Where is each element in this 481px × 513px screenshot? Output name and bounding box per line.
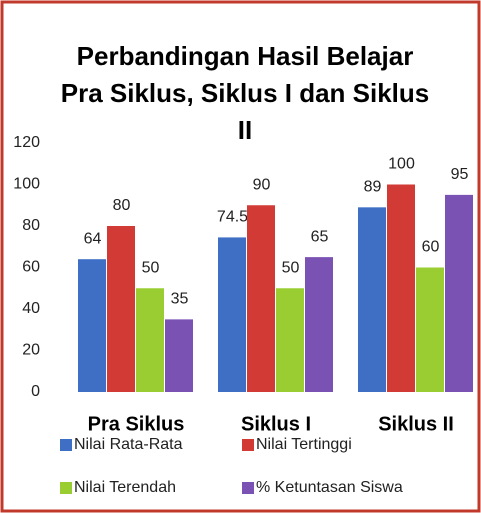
bar [358, 207, 386, 392]
bar [218, 237, 246, 392]
legend-swatch [60, 439, 72, 451]
value-label: 60 [422, 239, 440, 256]
legend-label: Nilai Terendah [74, 479, 176, 496]
bar [445, 194, 473, 392]
y-tick-label: 80 [22, 217, 40, 234]
value-label: 100 [388, 156, 415, 173]
y-tick-label: 40 [22, 300, 40, 317]
legend-label: % Ketuntasan Siswa [256, 479, 403, 496]
bar [276, 288, 304, 392]
bar [387, 184, 415, 392]
value-label: 50 [282, 259, 300, 276]
value-label: 90 [253, 176, 271, 193]
value-label: 95 [451, 166, 469, 183]
legend-label: Nilai Rata-Rata [74, 436, 183, 453]
y-tick-label: 0 [31, 383, 40, 400]
legend-swatch [242, 439, 254, 451]
value-label: 74.5 [217, 209, 248, 226]
chart-title: Perbandingan Hasil Belajar Pra Siklus, S… [60, 41, 430, 145]
bar [136, 288, 164, 392]
x-tick-label: Siklus II [378, 413, 454, 435]
value-label: 50 [142, 259, 160, 276]
x-tick-label: Siklus I [241, 413, 311, 435]
legend-label: Nilai Tertinggi [256, 436, 352, 453]
bar [416, 267, 444, 392]
value-label: 64 [84, 230, 102, 247]
value-label: 65 [311, 228, 329, 245]
bar [107, 226, 135, 392]
bar [78, 259, 106, 392]
value-label: 80 [113, 197, 131, 214]
y-tick-label: 20 [22, 342, 40, 359]
x-tick-label: Pra Siklus [88, 413, 185, 435]
y-tick-label: 120 [13, 134, 40, 151]
value-label: 89 [364, 179, 382, 196]
y-tick-label: 100 [13, 176, 40, 193]
bar [305, 257, 333, 392]
value-label: 35 [171, 291, 189, 308]
bar [165, 319, 193, 392]
legend-swatch [60, 482, 72, 494]
y-tick-label: 60 [22, 259, 40, 276]
legend-swatch [242, 482, 254, 494]
bar [247, 205, 275, 392]
